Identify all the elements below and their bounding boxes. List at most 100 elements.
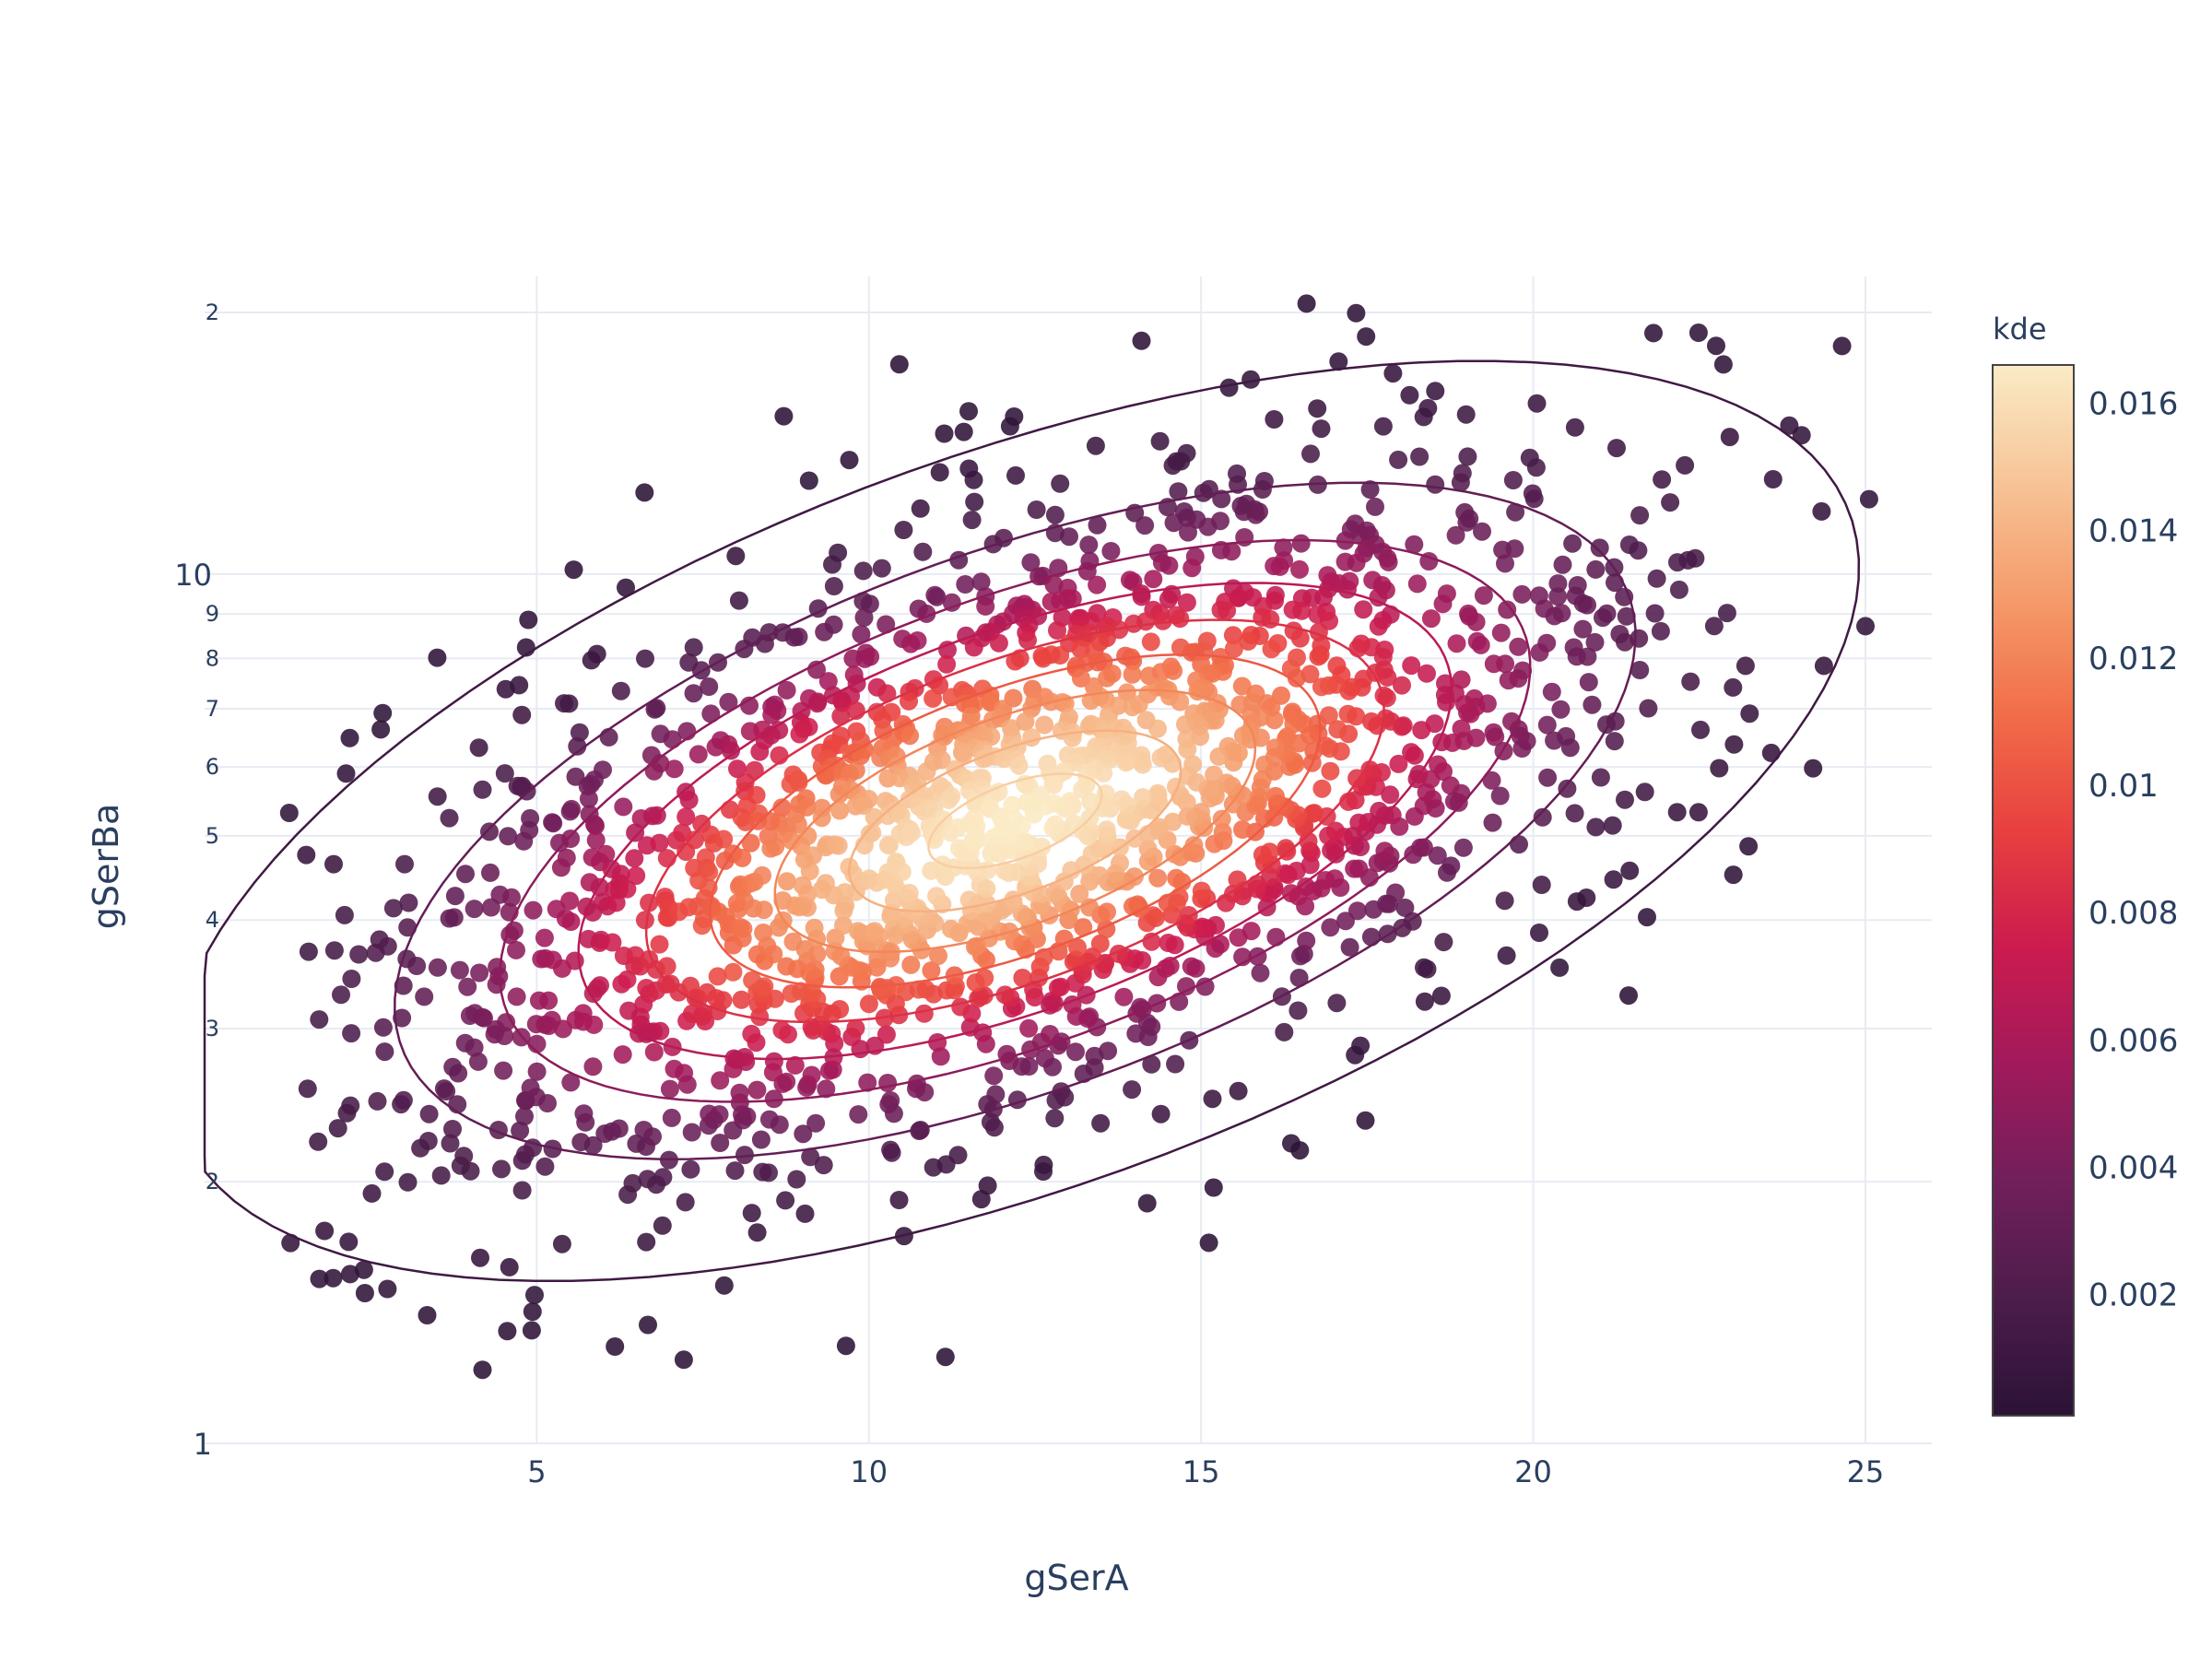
scatter-point [747,1080,767,1100]
scatter-point [789,627,808,646]
scatter-point [1497,946,1516,965]
scatter-point [1134,788,1152,807]
scatter-point [830,735,849,754]
scatter-point [848,922,867,941]
scatter-point [579,789,598,808]
scatter-point [711,1071,730,1090]
scatter-point [515,1107,534,1126]
scatter-point [561,1073,581,1092]
scatter-point [1016,712,1035,731]
scatter-point [354,1260,373,1279]
scatter-point [817,1079,836,1099]
scatter-point [714,830,734,849]
scatter-point [375,1042,394,1062]
scatter-point [1667,803,1687,822]
scatter-point [335,905,354,924]
scatter-point [831,707,851,726]
scatter-point [512,1181,532,1200]
colorbar-gradient [1992,364,2075,1417]
scatter-point [419,1104,439,1124]
scatter-point [1345,859,1364,878]
scatter-point [830,1000,850,1018]
scatter-point [1441,776,1460,795]
scatter-point [754,900,773,920]
scatter-point [1524,489,1544,509]
scatter-point [636,649,654,668]
scatter-point [750,742,770,761]
scatter-point [653,1168,673,1187]
scatter-point [798,898,817,917]
scatter-point [1548,574,1568,594]
scatter-point [560,891,580,911]
scatter-point [1415,958,1433,977]
x-axis-ticks: 5 10 15 20 25 [527,1454,1884,1489]
scatter-point [1410,447,1430,466]
scatter-point [1484,723,1503,742]
scatter-point [1123,665,1142,684]
scatter-point [514,831,534,851]
scatter-point [521,1078,540,1098]
scatter-point [431,1166,451,1185]
scatter-point [1232,677,1252,696]
scatter-point [1526,458,1546,477]
scatter-point [1538,768,1558,787]
scatter-point [865,807,884,827]
scatter-point [342,1024,361,1043]
scatter-point [1364,900,1383,919]
scatter-point [1051,474,1070,493]
contour-line [773,688,1257,954]
scatter-point [1091,1113,1111,1133]
density-contours [203,359,1861,1283]
scatter-point [1645,604,1665,623]
scatter-point [644,761,664,781]
scatter-point [561,830,581,848]
scatter-point [434,1079,453,1099]
scatter-point [609,1119,629,1138]
scatter-point [552,1234,571,1253]
scatter-point [1594,608,1612,628]
scatter-point [524,1138,542,1158]
scatter-point [560,802,580,821]
scatter-point [1290,629,1310,648]
scatter-point [1068,938,1087,957]
scatter-point [1034,1155,1053,1174]
scatter-point [1792,426,1811,445]
scatter-point [1431,986,1451,1006]
scatter-point [1251,963,1270,982]
scatter-point [523,1302,542,1322]
scatter-point [342,970,361,988]
scatter-point [824,577,843,595]
scatter-point [1054,929,1074,948]
y-minor-tick-label: 9 [206,601,219,627]
scatter-point [639,1315,657,1335]
scatter-point [456,865,475,884]
scatter-point [468,1052,488,1071]
scatter-point [1590,538,1609,558]
scatter-point [1148,868,1168,888]
scatter-point [1182,957,1201,976]
scatter-point [1046,815,1065,834]
scatter-point [1144,570,1163,589]
scatter-point [830,801,850,820]
scatter-point [700,1104,719,1124]
x-tick-label: 20 [1514,1454,1552,1489]
scatter-point [1567,892,1586,912]
scatter-point [881,1091,900,1110]
scatter-point [900,691,918,711]
scatter-point [1457,512,1477,532]
contour-line [709,653,1322,989]
scatter-point [854,608,874,627]
scatter-point [635,483,654,502]
scatter-point [1164,513,1183,533]
scatter-point [1003,795,1022,815]
scatter-point [714,1276,734,1295]
scatter-point [1630,661,1650,679]
scatter-point [1277,839,1296,858]
scatter-point [1235,528,1254,547]
scatter-point [470,963,489,982]
scatter-point [759,1110,779,1129]
scatter-point [1814,656,1833,676]
scatter-point [1460,606,1478,626]
scatter-point [1327,994,1347,1013]
scatter-point [378,1279,397,1299]
